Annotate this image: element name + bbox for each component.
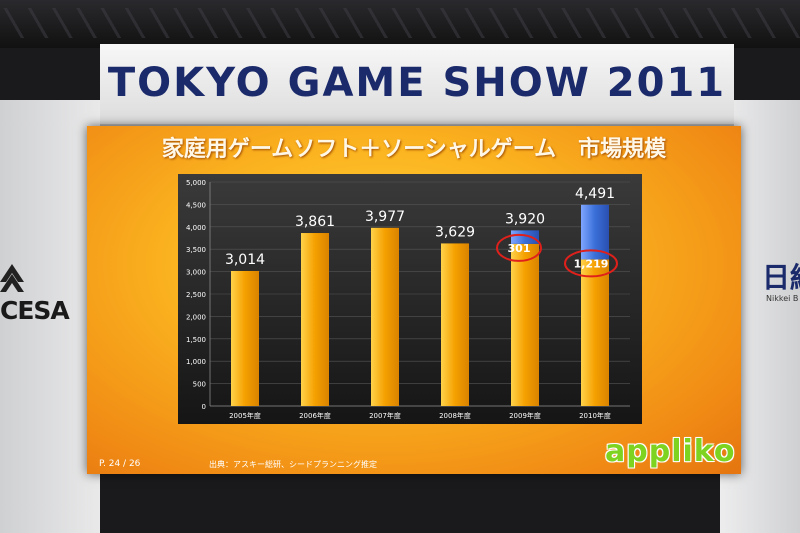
nikkei-logo-text: 日経: [762, 261, 800, 294]
page-number: P. 24 / 26: [99, 459, 141, 469]
bar-social: [511, 230, 539, 244]
highlight-circle: [564, 249, 618, 278]
y-tick-label: 0: [202, 403, 206, 411]
chart-panel: 0 500 1,000 1,500 2,000 2,500 3,000 3,500 4,000 4…: [178, 174, 642, 424]
slide-title: 家庭用ゲームソフト＋ソーシャルゲーム 市場規模: [161, 136, 667, 162]
x-tick-label: 2005年度: [229, 411, 261, 420]
source-note: 出典：アスキー総研、シードプランニング推定: [209, 460, 377, 469]
nikkei-logo-subtext: Nikkei B: [766, 294, 799, 303]
bar-total-label: 3,977: [365, 209, 405, 225]
y-tick-label: 3,000: [186, 269, 206, 277]
event-banner: TOKYO GAME SHOW 2011: [100, 44, 734, 126]
y-tick-label: 2,000: [186, 313, 206, 321]
presentation-screen: 家庭用ゲームソフト＋ソーシャルゲーム 市場規模 0 500 1,000 1,500 2,…: [87, 126, 741, 474]
y-tick-label: 1,500: [186, 336, 206, 344]
y-tick-label: 5,000: [186, 179, 206, 187]
y-tick-label: 4,500: [186, 201, 206, 209]
event-title: TOKYO GAME SHOW 2011: [107, 60, 727, 106]
y-tick-label: 500: [193, 381, 206, 389]
cesa-logo-icon: [0, 264, 24, 292]
highlight-circle: [496, 233, 542, 262]
x-tick-label: 2007年度: [369, 411, 401, 420]
x-tick-label: 2008年度: [439, 411, 471, 420]
bar-console: [231, 270, 259, 406]
bar-total-label: 3,861: [295, 214, 335, 230]
ceiling-truss: [0, 0, 800, 48]
y-tick-label: 1,000: [186, 358, 206, 366]
social-value-label: 1,219: [574, 257, 609, 270]
bar-total-label: 3,629: [435, 224, 475, 240]
bar-console: [371, 227, 399, 406]
cesa-logo-text: CESA: [0, 296, 70, 325]
social-value-label: 301: [508, 242, 531, 255]
appliko-logo: appliko: [605, 434, 736, 469]
x-tick-label: 2009年度: [509, 411, 541, 420]
booth-wall-left: [0, 100, 100, 533]
bar-total-label: 3,014: [225, 252, 265, 268]
x-tick-label: 2006年度: [299, 411, 331, 420]
y-tick-label: 3,500: [186, 246, 206, 254]
bar-console: [581, 259, 609, 406]
bar-console: [511, 243, 539, 406]
y-tick-label: 4,000: [186, 224, 206, 232]
y-tick-label: 2,500: [186, 291, 206, 299]
bar-total-label: 4,491: [575, 186, 615, 202]
bar-console: [301, 233, 329, 406]
x-tick-label: 2010年度: [579, 411, 611, 420]
bar-console: [441, 243, 469, 406]
bar-total-label: 3,920: [505, 211, 545, 227]
market-size-chart: 0 500 1,000 1,500 2,000 2,500 3,000 3,500 4,000 4…: [186, 179, 630, 420]
